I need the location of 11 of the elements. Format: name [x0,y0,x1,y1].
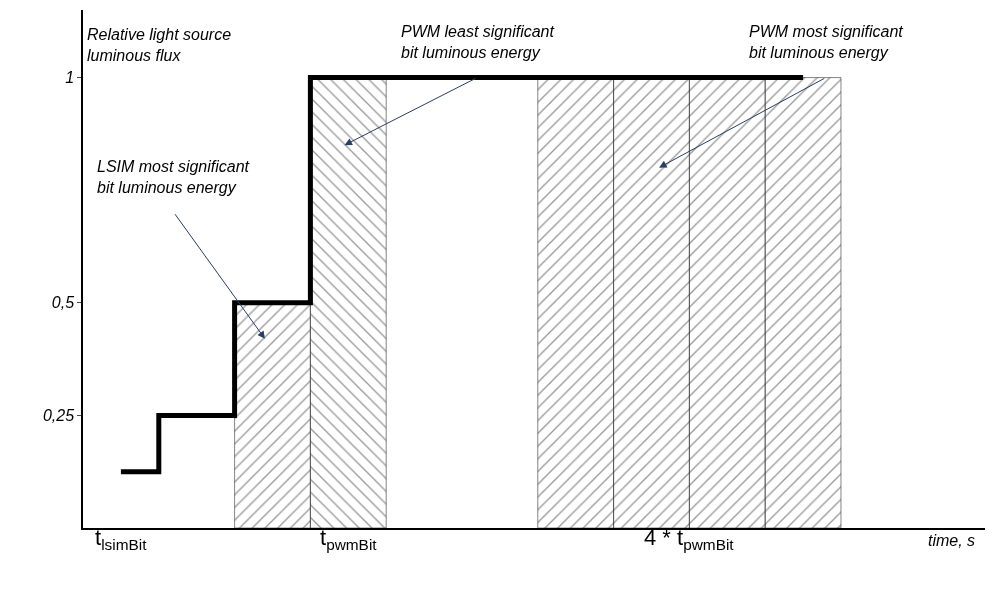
annotation: 4 * t$_{pwmBit}$ [644,525,735,553]
y-axis-title: Relative light source luminous flux [87,26,232,64]
annotation: PWM most significant bit luminous energy [749,23,904,61]
annotation: PWM least significant bit luminous energy [401,23,555,61]
y-tick-label: 0,25 [42,406,75,424]
annotation: t$_{pwmBit}$ [320,525,378,553]
y-tick-label: 0,5 [51,294,75,312]
annotation: LSIM most significant bit luminous energy [97,158,250,196]
text: time, s [928,532,976,549]
y-tick-label: 1 [65,69,75,87]
annotation: t$_{lsimBit}$ [95,525,148,553]
